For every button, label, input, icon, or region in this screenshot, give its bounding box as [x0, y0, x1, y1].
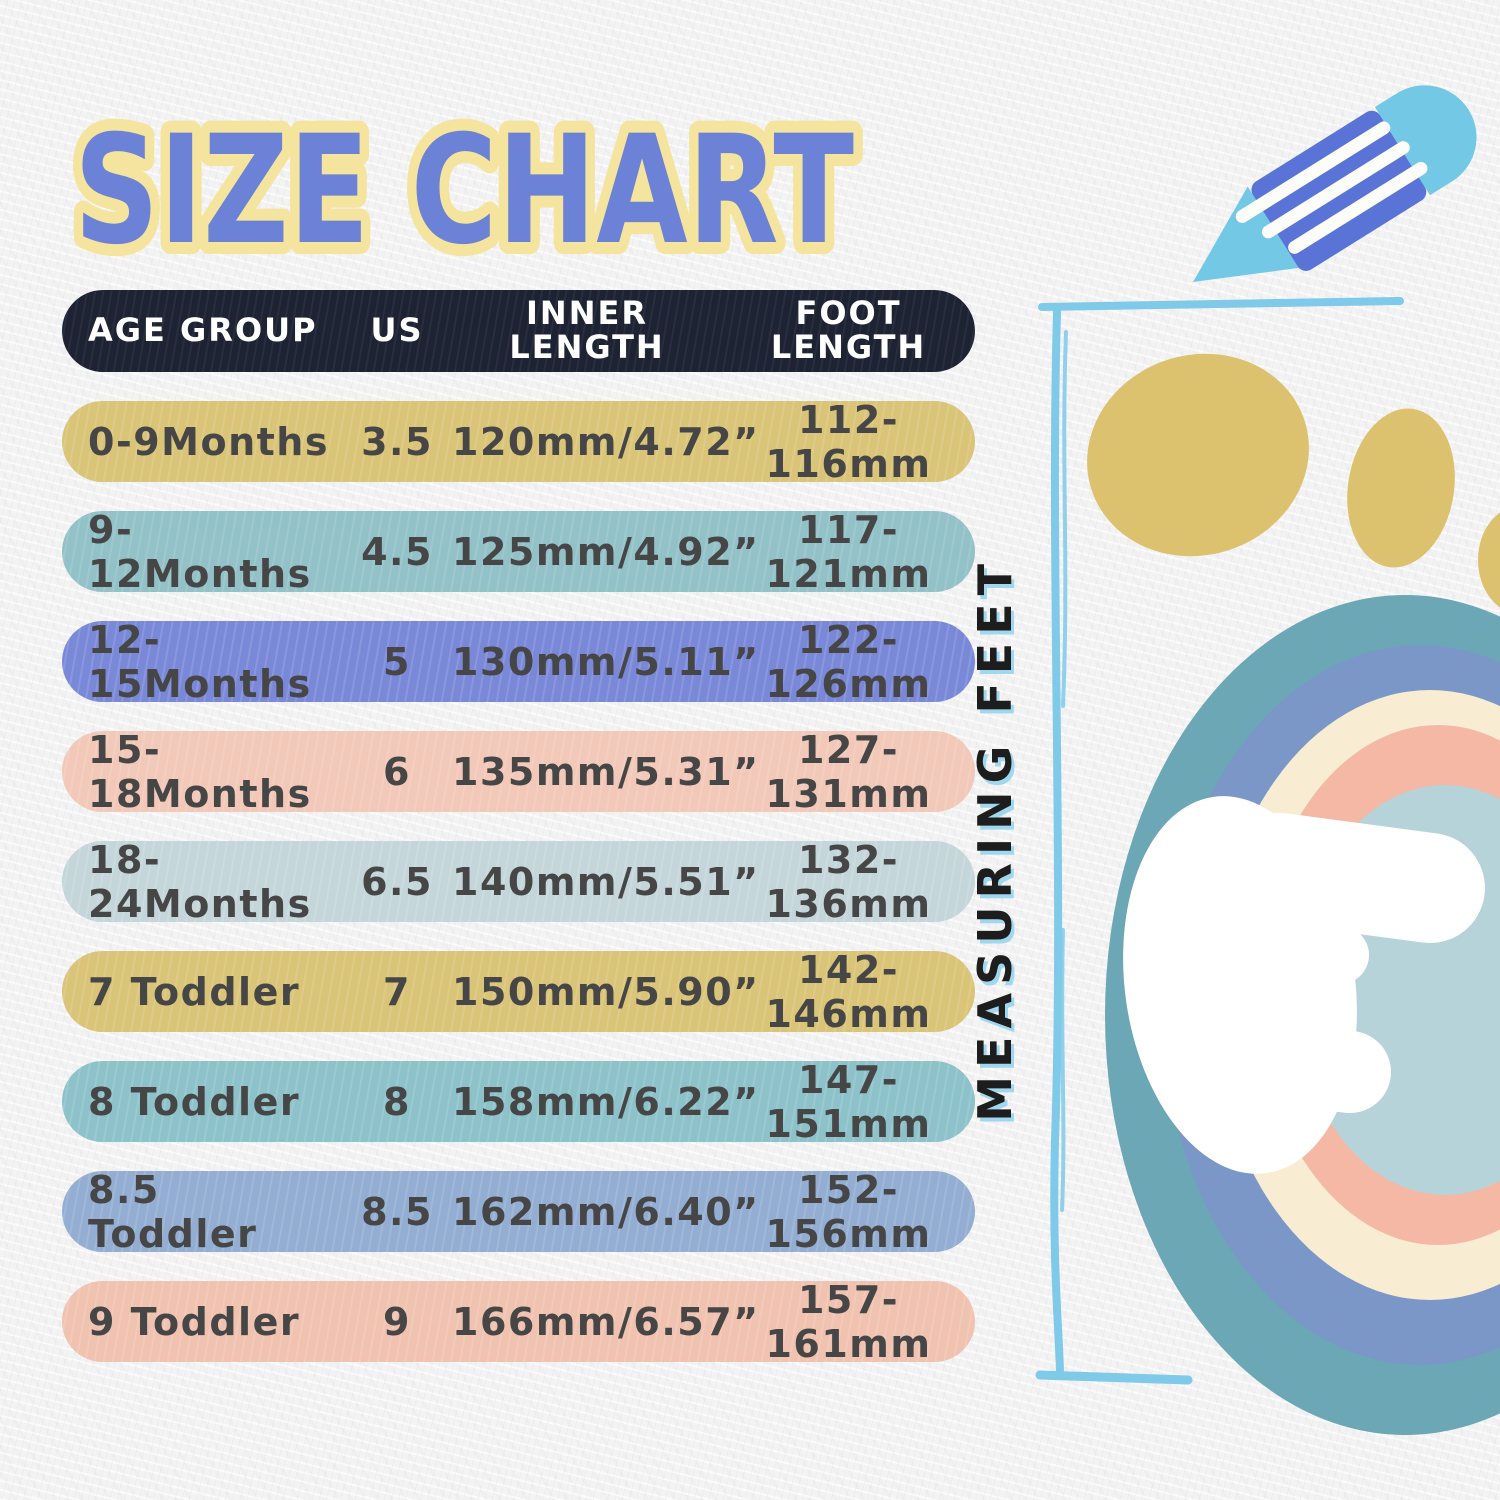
cell-foot-length: 112-116mm	[765, 397, 932, 486]
cell-foot-length: 142-146mm	[765, 947, 932, 1036]
table-row: 18-24Months 6.5 140mm/5.51” 132-136mm	[62, 838, 975, 926]
header-us-size: US	[370, 311, 424, 350]
cell-us-size: 8	[383, 1079, 411, 1124]
cell-age-group: 8.5 Toddler	[88, 1167, 258, 1256]
footprint-illustration	[1035, 85, 1500, 1435]
page-title: SIZE CHART	[62, 100, 866, 280]
cell-foot-length: 152-156mm	[765, 1167, 932, 1256]
big-toe	[1087, 353, 1309, 557]
size-table: AGE GROUP US INNER LENGTH FOOT LENGTH 0-…	[62, 290, 975, 1366]
cell-inner-length: 166mm/6.57”	[452, 1299, 760, 1344]
cell-us-size: 6	[383, 749, 411, 794]
cell-inner-length: 150mm/5.90”	[452, 969, 760, 1014]
table-row: 8.5 Toddler 8.5 162mm/6.40” 152-156mm	[62, 1168, 975, 1256]
cell-age-group: 8 Toddler	[88, 1079, 301, 1124]
cell-foot-length: 117-121mm	[765, 507, 932, 596]
page-title-text: SIZE CHART	[74, 104, 854, 278]
cell-us-size: 6.5	[361, 859, 433, 904]
third-toe	[1478, 512, 1500, 608]
cell-age-group: 7 Toddler	[88, 969, 301, 1014]
table-row: 0-9Months 3.5 120mm/4.72” 112-116mm	[62, 398, 975, 486]
table-row: 7 Toddler 7 150mm/5.90” 142-146mm	[62, 948, 975, 1036]
heel-blob	[1123, 796, 1485, 1174]
cell-age-group: 15-18Months	[88, 727, 312, 816]
cell-age-group: 12-15Months	[88, 617, 312, 706]
cell-us-size: 3.5	[361, 419, 433, 464]
cell-us-size: 8.5	[361, 1189, 433, 1234]
cell-foot-length: 147-151mm	[765, 1057, 932, 1146]
measuring-line-icon	[1035, 297, 1404, 1385]
cell-age-group: 18-24Months	[88, 837, 312, 926]
cell-foot-length: 132-136mm	[765, 837, 932, 926]
cell-age-group: 9 Toddler	[88, 1299, 301, 1344]
table-row: 8 Toddler 8 158mm/6.22” 147-151mm	[62, 1058, 975, 1146]
cell-inner-length: 158mm/6.22”	[452, 1079, 760, 1124]
table-header-row: AGE GROUP US INNER LENGTH FOOT LENGTH	[62, 290, 975, 372]
table-row: 12-15Months 5 130mm/5.11” 122-126mm	[62, 618, 975, 706]
cell-foot-length: 157-161mm	[765, 1277, 932, 1366]
cell-inner-length: 162mm/6.40”	[452, 1189, 760, 1234]
header-age-group: AGE GROUP	[88, 311, 318, 350]
header-inner-length-label: INNER LENGTH	[509, 294, 665, 366]
cell-inner-length: 135mm/5.31”	[452, 749, 760, 794]
size-table-rows: 0-9Months 3.5 120mm/4.72” 112-116mm 9-12…	[62, 398, 975, 1366]
toes	[1087, 353, 1500, 608]
cell-inner-length: 140mm/5.51”	[452, 859, 760, 904]
table-row: 9 Toddler 9 166mm/6.57” 157-161mm	[62, 1278, 975, 1366]
header-inner-length: INNER LENGTH	[452, 294, 722, 366]
cell-us-size: 9	[383, 1299, 411, 1344]
cell-age-group: 0-9Months	[88, 419, 329, 464]
cell-foot-length: 127-131mm	[765, 727, 932, 816]
cell-us-size: 5	[383, 639, 411, 684]
cell-age-group: 9-12Months	[88, 507, 312, 596]
header-foot-length: FOOT LENGTH	[722, 294, 975, 366]
cell-inner-length: 130mm/5.11”	[452, 639, 760, 684]
header-foot-length-label: FOOT LENGTH	[770, 294, 927, 366]
cell-us-size: 4.5	[361, 529, 433, 574]
table-row: 15-18Months 6 135mm/5.31” 127-131mm	[62, 728, 975, 816]
cell-inner-length: 125mm/4.92”	[452, 529, 760, 574]
second-toe	[1347, 408, 1455, 568]
cell-foot-length: 122-126mm	[765, 617, 932, 706]
cell-inner-length: 120mm/4.72”	[452, 419, 760, 464]
table-row: 9-12Months 4.5 125mm/4.92” 117-121mm	[62, 508, 975, 596]
pencil-icon	[1193, 85, 1477, 282]
cell-us-size: 7	[383, 969, 411, 1014]
